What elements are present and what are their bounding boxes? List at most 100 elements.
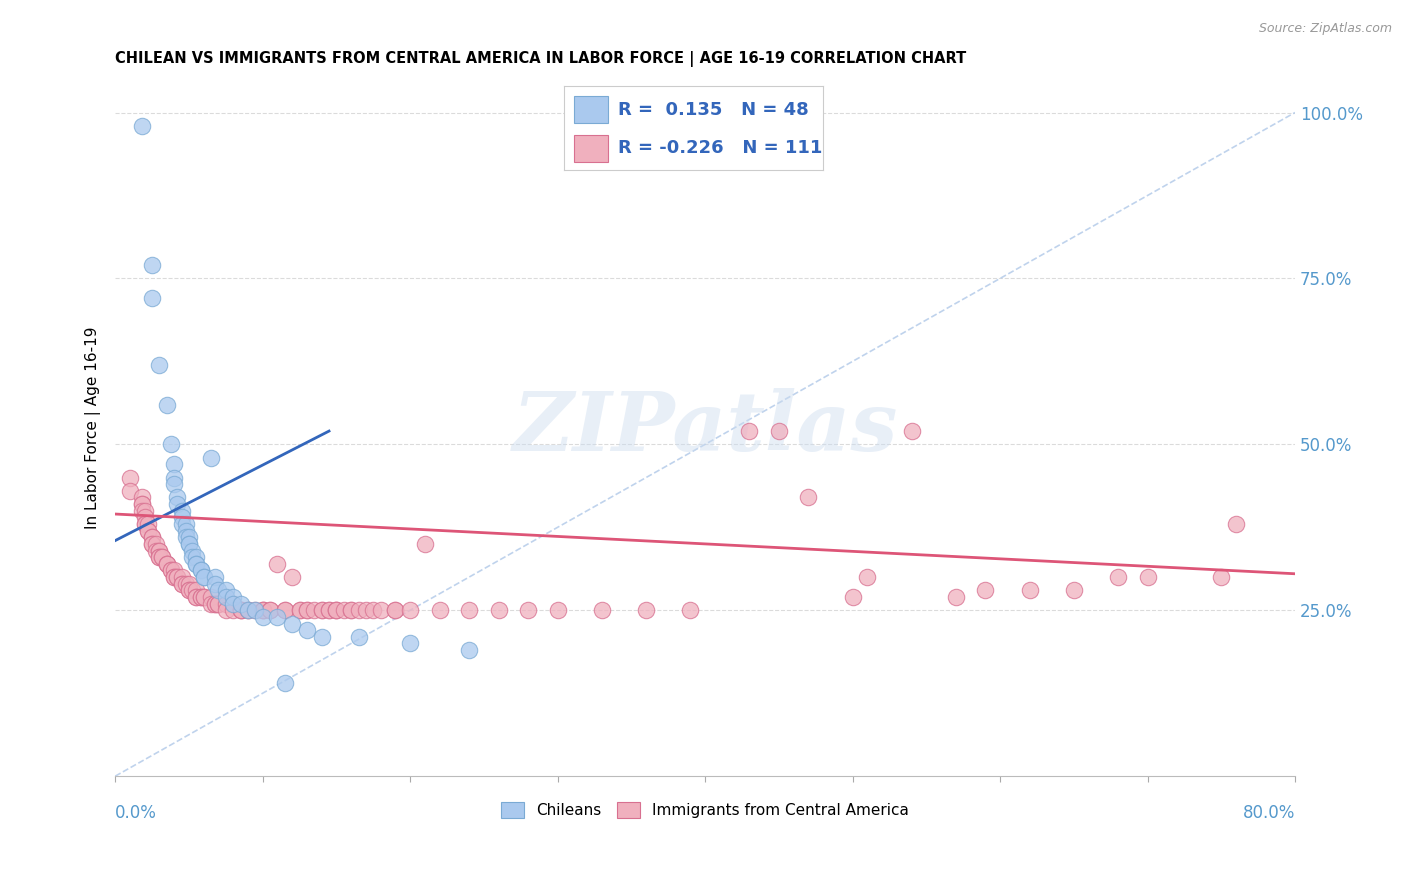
Point <box>190 590 212 604</box>
Legend: Chileans, Immigrants from Central America: Chileans, Immigrants from Central Americ… <box>495 796 915 824</box>
Text: 80.0%: 80.0% <box>1243 804 1295 822</box>
Point <box>163 477 186 491</box>
Point <box>186 590 208 604</box>
Point <box>160 437 183 451</box>
Point <box>295 603 318 617</box>
Point <box>900 424 922 438</box>
Point <box>347 630 370 644</box>
Point <box>340 603 363 617</box>
Point <box>180 543 202 558</box>
Point <box>207 583 229 598</box>
Point <box>177 576 200 591</box>
Point <box>274 603 297 617</box>
Point <box>222 590 245 604</box>
Point <box>177 583 200 598</box>
Point <box>945 590 967 604</box>
Point <box>384 603 406 617</box>
Point <box>295 603 318 617</box>
Point <box>384 603 406 617</box>
Point <box>274 676 297 690</box>
Point <box>245 603 267 617</box>
Point <box>174 524 197 538</box>
Point <box>170 576 193 591</box>
Point <box>347 603 370 617</box>
Point <box>136 524 159 538</box>
Point <box>190 590 212 604</box>
Point <box>252 603 274 617</box>
Point <box>170 570 193 584</box>
Point <box>156 557 179 571</box>
Point <box>131 504 153 518</box>
Point <box>1211 570 1233 584</box>
Point <box>236 603 259 617</box>
Point <box>156 557 179 571</box>
Point <box>679 603 702 617</box>
Point <box>148 550 170 565</box>
Point <box>259 603 281 617</box>
Point <box>141 530 163 544</box>
Point <box>134 510 156 524</box>
Point <box>150 550 173 565</box>
Point <box>141 537 163 551</box>
Point <box>134 504 156 518</box>
Point <box>429 603 451 617</box>
Point <box>325 603 347 617</box>
Point <box>222 597 245 611</box>
Point <box>156 557 179 571</box>
Point <box>488 603 510 617</box>
Point <box>141 537 163 551</box>
Point <box>193 570 215 584</box>
Point <box>229 597 252 611</box>
Point <box>222 597 245 611</box>
Point <box>229 603 252 617</box>
Point <box>458 603 481 617</box>
Point <box>163 570 186 584</box>
Point <box>148 543 170 558</box>
Point <box>148 550 170 565</box>
Point <box>134 516 156 531</box>
Point <box>186 590 208 604</box>
Point <box>145 537 167 551</box>
Point <box>252 603 274 617</box>
Point <box>150 550 173 565</box>
Point <box>141 258 163 272</box>
Point <box>131 491 153 505</box>
Point <box>166 491 188 505</box>
Point <box>200 590 222 604</box>
Point <box>547 603 569 617</box>
Point <box>118 470 141 484</box>
Point <box>170 516 193 531</box>
Point <box>136 516 159 531</box>
Point <box>1107 570 1129 584</box>
Point <box>174 576 197 591</box>
Point <box>318 603 340 617</box>
Point <box>177 530 200 544</box>
Point <box>166 570 188 584</box>
Point <box>131 119 153 133</box>
Point <box>288 603 311 617</box>
Point <box>207 597 229 611</box>
Point <box>288 603 311 617</box>
Point <box>318 603 340 617</box>
Point <box>333 603 356 617</box>
Point <box>738 424 761 438</box>
Point <box>163 457 186 471</box>
Point <box>295 623 318 637</box>
Point <box>304 603 326 617</box>
Point <box>160 564 183 578</box>
Point <box>170 510 193 524</box>
Point <box>166 497 188 511</box>
Point <box>768 424 790 438</box>
Point <box>190 564 212 578</box>
Point <box>170 576 193 591</box>
Point <box>186 557 208 571</box>
Point <box>1018 583 1040 598</box>
Point <box>517 603 540 617</box>
Point <box>1063 583 1085 598</box>
Point <box>174 516 197 531</box>
Point <box>177 537 200 551</box>
Point <box>274 603 297 617</box>
Point <box>204 597 226 611</box>
Point <box>252 610 274 624</box>
Point <box>591 603 613 617</box>
